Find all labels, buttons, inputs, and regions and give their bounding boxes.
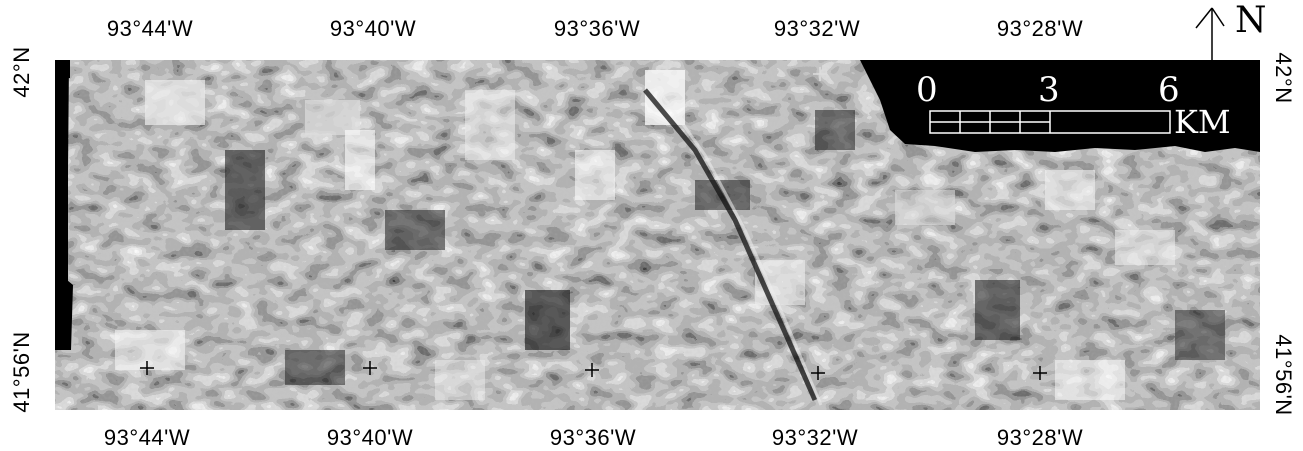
scale-tick-label: 3: [1038, 70, 1060, 110]
lat-label-left: 41°56'N: [9, 331, 34, 413]
lon-label-top: 93°40'W: [329, 16, 417, 41]
lon-label-bottom: 93°44'W: [103, 425, 191, 450]
lat-label-left: 42°N: [9, 46, 34, 98]
lat-label-right: 42°N: [1271, 52, 1296, 104]
scale-bar: [929, 110, 1171, 134]
satellite-image: [55, 60, 1260, 410]
lon-label-bottom: 93°28'W: [996, 425, 1084, 450]
lat-label-right: 41°56'N: [1271, 334, 1296, 416]
field-patches: [115, 70, 1225, 400]
north-label: N: [1235, 0, 1267, 41]
scale-tick-label: 6: [1158, 70, 1180, 110]
north-arrow-icon: [1195, 7, 1225, 60]
scale-tick-label: 0: [916, 70, 938, 110]
lon-label-top: 93°32'W: [773, 16, 861, 41]
lon-label-bottom: 93°36'W: [549, 425, 637, 450]
lon-label-top: 93°36'W: [553, 16, 641, 41]
scale-unit-label: KM: [1174, 103, 1231, 141]
lon-label-bottom: 93°40'W: [326, 425, 414, 450]
lon-label-bottom: 93°32'W: [771, 425, 859, 450]
grid-markers: [140, 67, 1047, 380]
lon-label-top: 93°28'W: [996, 16, 1084, 41]
lon-label-top: 93°44'W: [106, 16, 194, 41]
